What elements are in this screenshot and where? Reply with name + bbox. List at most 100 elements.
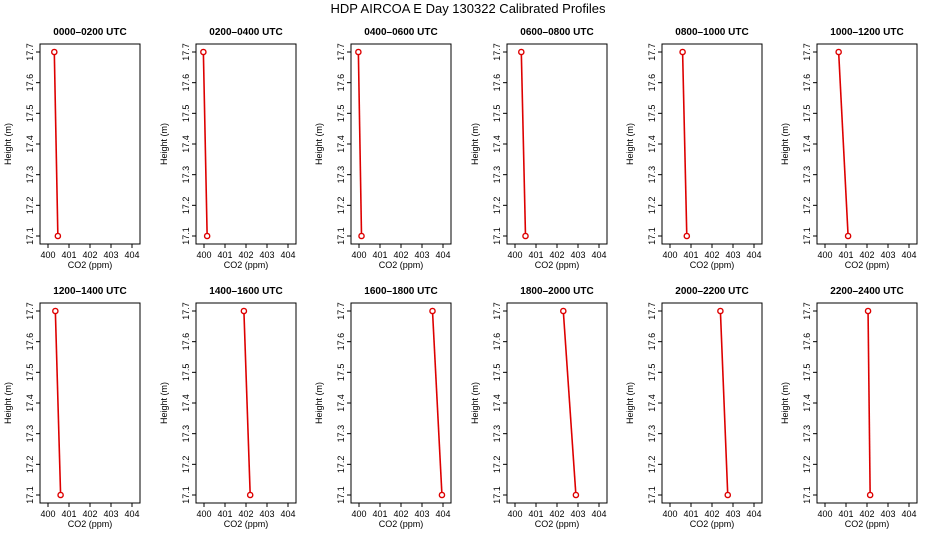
x-tick-label: 403 [259, 250, 274, 260]
plot-frame [661, 43, 763, 245]
x-tick-label: 401 [217, 509, 232, 519]
y-tick-label: 17.5 [492, 364, 502, 382]
y-tick-label: 17.6 [802, 74, 812, 92]
profile-line [719, 310, 729, 496]
profile-line [562, 310, 577, 496]
y-tick-label: 17.3 [492, 425, 502, 443]
y-axis-label: Height (m) [625, 123, 635, 165]
x-tick-label: 404 [124, 509, 139, 519]
x-tick-label: 400 [40, 509, 55, 519]
y-axis-label: Height (m) [625, 382, 635, 424]
x-tick-label: 400 [662, 509, 677, 519]
y-tick-label: 17.5 [181, 105, 191, 123]
profile-line [202, 51, 208, 237]
y-axis: 17.1 17.2 17.3 17.4 17.5 17.6 17.7 [336, 43, 351, 245]
y-tick-label: 17.1 [25, 227, 35, 245]
profile-panel: 2000–2200 UTC 400 401 402 403 404 CO2 (ppm) 17.… [625, 286, 763, 529]
x-axis: 400 401 402 403 404 [817, 244, 917, 260]
x-tick-label: 402 [549, 509, 564, 519]
data-point [717, 307, 724, 315]
x-axis: 400 401 402 403 404 [40, 503, 140, 519]
x-tick-label: 404 [591, 509, 606, 519]
y-tick-label: 17.1 [181, 227, 191, 245]
y-tick-label: 17.6 [25, 333, 35, 351]
y-tick-label: 17.2 [25, 456, 35, 474]
data-point [844, 232, 852, 240]
y-tick-label: 17.5 [181, 364, 191, 382]
y-tick-label: 17.2 [647, 197, 657, 215]
profile-panel: 0400–0600 UTC 400 401 402 403 404 CO2 (ppm) 17.… [314, 27, 452, 270]
x-tick-label: 401 [683, 250, 698, 260]
x-tick-label: 403 [570, 250, 585, 260]
x-tick-label: 401 [61, 509, 76, 519]
y-tick-label: 17.7 [181, 302, 191, 320]
data-point [438, 491, 446, 499]
y-tick-label: 17.1 [647, 227, 657, 245]
y-tick-label: 17.2 [492, 456, 502, 474]
data-point [518, 48, 525, 56]
y-tick-label: 17.5 [802, 105, 812, 123]
plot-frame [816, 302, 918, 504]
x-axis-label: CO2 (ppm) [379, 260, 424, 270]
y-tick-label: 17.7 [802, 43, 812, 61]
y-axis-label: Height (m) [314, 123, 324, 165]
y-axis-label: Height (m) [159, 382, 169, 424]
panel-title: 0800–1000 UTC [675, 27, 748, 38]
y-tick-label: 17.3 [336, 166, 346, 184]
x-tick-label: 403 [880, 509, 895, 519]
y-tick-label: 17.2 [802, 197, 812, 215]
x-tick-label: 403 [414, 509, 429, 519]
x-tick-label: 402 [82, 250, 97, 260]
y-axis: 17.1 17.2 17.3 17.4 17.5 17.6 17.7 [492, 302, 507, 504]
y-axis-label: Height (m) [3, 123, 13, 165]
y-tick-label: 17.3 [492, 166, 502, 184]
data-point [57, 491, 64, 499]
data-point [864, 307, 872, 315]
panel-title: 0000–0200 UTC [53, 27, 126, 38]
panel-title: 1000–1200 UTC [830, 27, 903, 38]
data-point [560, 307, 567, 315]
x-axis-label: CO2 (ppm) [845, 260, 890, 270]
panel-title: 2000–2200 UTC [675, 286, 748, 297]
y-tick-label: 17.3 [25, 425, 35, 443]
profile-panel: 0800–1000 UTC 400 401 402 403 404 CO2 (ppm) 17.… [625, 27, 763, 270]
y-tick-label: 17.1 [336, 227, 346, 245]
x-tick-label: 404 [280, 509, 295, 519]
profile-panel: 2200–2400 UTC 400 401 402 403 404 CO2 (ppm) 17.… [780, 286, 918, 529]
y-tick-label: 17.4 [25, 135, 35, 153]
profile-line [357, 51, 363, 237]
y-tick-label: 17.1 [492, 227, 502, 245]
plot-frame [195, 43, 297, 245]
y-tick-label: 17.4 [336, 394, 346, 412]
x-axis-label: CO2 (ppm) [68, 519, 113, 529]
y-axis-label: Height (m) [780, 123, 790, 165]
x-axis: 400 401 402 403 404 [351, 503, 451, 519]
x-tick-label: 404 [746, 509, 761, 519]
x-tick-label: 404 [435, 509, 450, 519]
profile-panel: 0000–0200 UTC 400 401 402 403 404 CO2 (ppm) 17.… [3, 27, 141, 270]
y-tick-label: 17.4 [336, 135, 346, 153]
y-tick-label: 17.2 [181, 456, 191, 474]
panel-title: 0200–0400 UTC [209, 27, 282, 38]
data-point [240, 307, 248, 315]
y-tick-label: 17.1 [25, 486, 35, 504]
profile-panel: 1600–1800 UTC 400 401 402 403 404 CO2 (ppm) 17.… [314, 286, 452, 529]
panel-grid: 0000–0200 UTC 400 401 402 403 404 CO2 (ppm) 17.… [3, 27, 918, 529]
data-point [572, 491, 580, 499]
x-tick-label: 400 [817, 509, 832, 519]
x-axis-label: CO2 (ppm) [690, 260, 735, 270]
y-tick-label: 17.4 [647, 394, 657, 412]
y-tick-label: 17.6 [492, 333, 502, 351]
y-axis-label: Height (m) [470, 382, 480, 424]
plot-frame [39, 302, 141, 504]
data-point [724, 491, 732, 499]
y-tick-label: 17.3 [802, 425, 812, 443]
x-tick-label: 404 [124, 250, 139, 260]
profile-line [681, 51, 688, 237]
x-tick-label: 402 [238, 509, 253, 519]
y-tick-label: 17.2 [336, 197, 346, 215]
x-axis: 400 401 402 403 404 [40, 244, 140, 260]
x-tick-label: 402 [549, 250, 564, 260]
y-tick-label: 17.4 [25, 394, 35, 412]
